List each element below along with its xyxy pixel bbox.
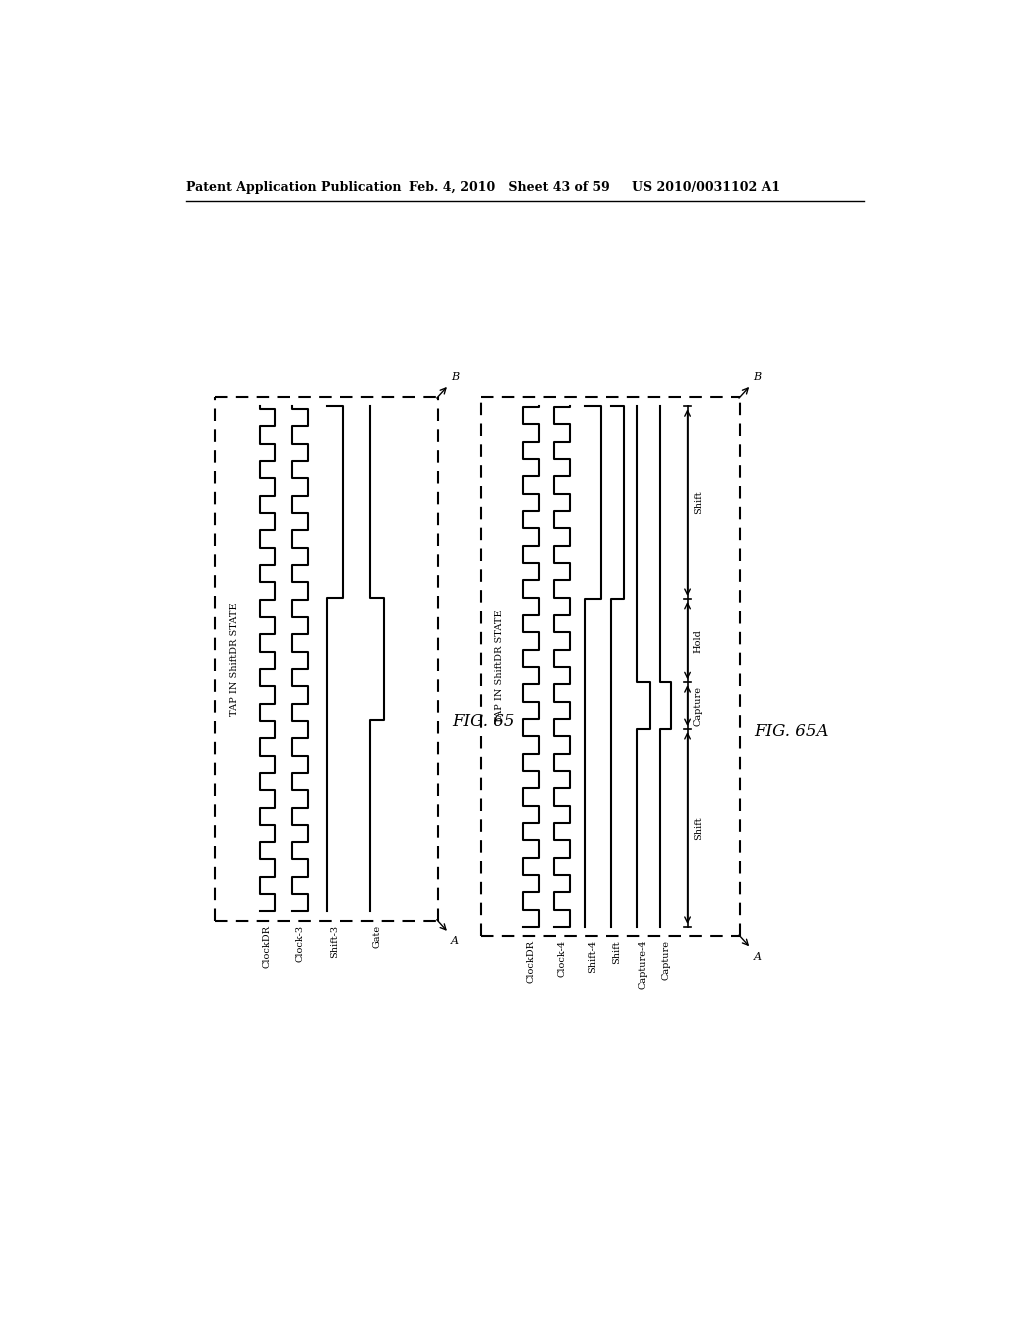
Text: Clock-3: Clock-3 (296, 924, 304, 962)
Text: TAP IN ShiftDR STATE: TAP IN ShiftDR STATE (229, 602, 239, 715)
Text: B: B (452, 372, 460, 381)
Text: Shift-4: Shift-4 (589, 940, 597, 973)
Text: Patent Application Publication: Patent Application Publication (186, 181, 401, 194)
Text: Shift: Shift (693, 491, 702, 515)
Text: Shift: Shift (693, 816, 702, 840)
Text: Capture-4: Capture-4 (639, 940, 648, 990)
Text: ClockDR: ClockDR (526, 940, 536, 983)
Text: Shift: Shift (612, 940, 622, 964)
Text: ClockDR: ClockDR (263, 924, 272, 968)
Text: A: A (452, 936, 459, 946)
Text: A: A (754, 952, 762, 961)
Text: Feb. 4, 2010   Sheet 43 of 59: Feb. 4, 2010 Sheet 43 of 59 (409, 181, 609, 194)
Text: Capture: Capture (693, 685, 702, 726)
Text: Gate: Gate (373, 924, 381, 948)
Text: Shift-3: Shift-3 (331, 924, 339, 958)
Text: B: B (754, 372, 762, 381)
Text: FIG. 65A: FIG. 65A (755, 723, 828, 739)
Text: US 2010/0031102 A1: US 2010/0031102 A1 (632, 181, 780, 194)
Text: TAP IN ShiftDR STATE: TAP IN ShiftDR STATE (496, 610, 505, 723)
Text: Clock-4: Clock-4 (557, 940, 566, 977)
Text: Hold: Hold (693, 628, 702, 652)
Text: Capture: Capture (662, 940, 671, 979)
Text: FIG. 65: FIG. 65 (452, 713, 514, 730)
